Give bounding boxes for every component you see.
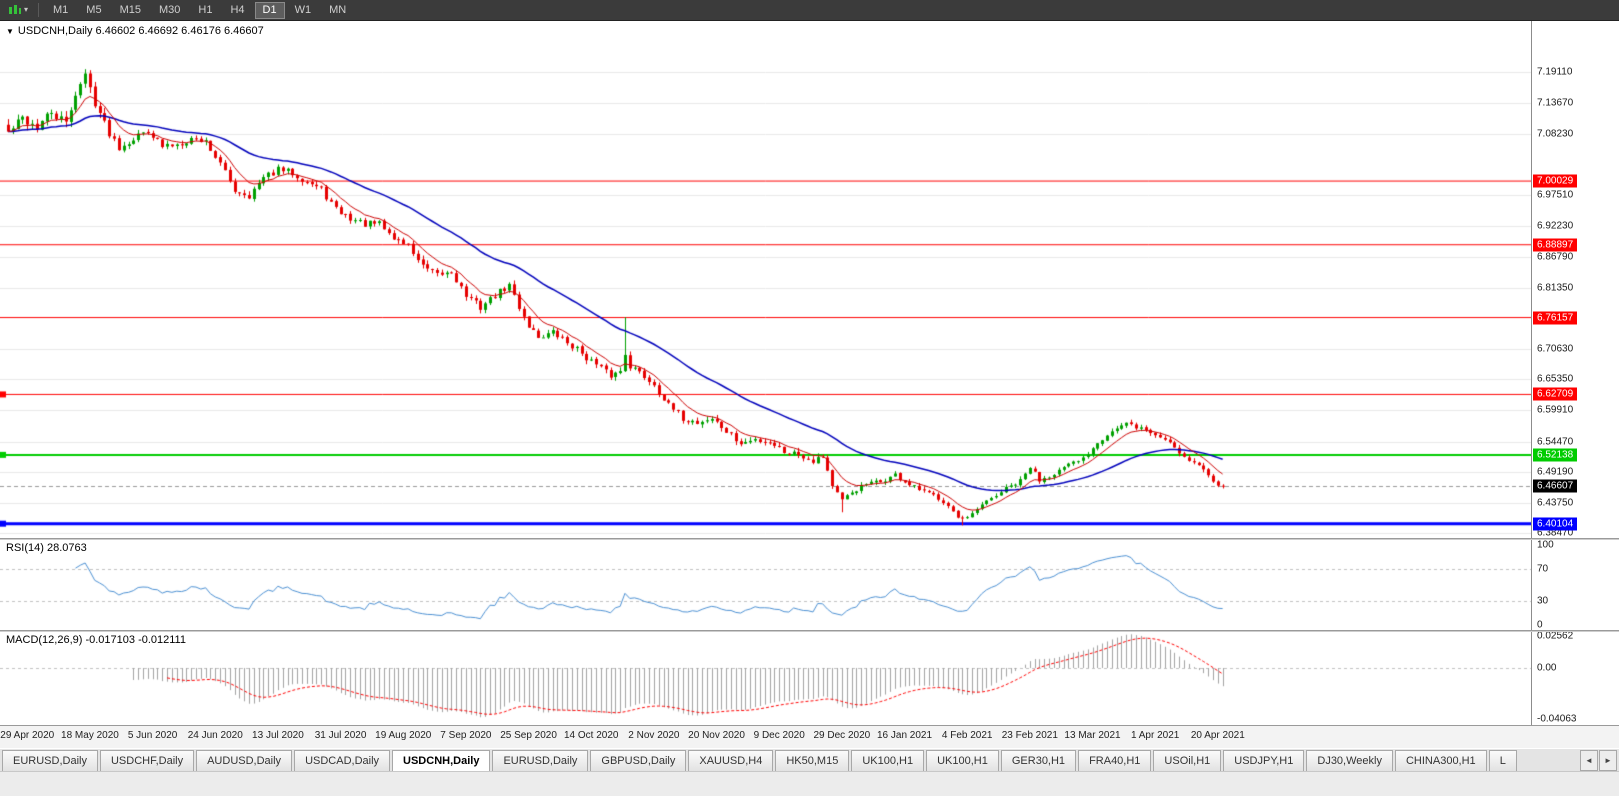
date-axis-label: 1 Apr 2021: [1130, 730, 1180, 741]
price-axis-label: 6.86790: [1537, 251, 1574, 263]
tab-audusd-daily[interactable]: AUDUSD,Daily: [196, 750, 293, 771]
tab-usdcnh-daily[interactable]: USDCNH,Daily: [392, 750, 491, 771]
price-axis-label: 6.49190: [1537, 466, 1574, 478]
level-price-badge: 6.88897: [1533, 238, 1578, 252]
timeframe-w1[interactable]: W1: [294, 3, 312, 16]
level-price-badge: 6.40104: [1533, 517, 1578, 531]
panel-splitter-macd[interactable]: [0, 630, 1619, 632]
rsi-axis-label: 30: [1537, 595, 1549, 607]
panel-splitter-rsi[interactable]: [0, 538, 1619, 540]
price-axis-label: 7.08230: [1537, 128, 1574, 140]
price-axis[interactable]: 7.19110 7.13670 7.08230 6.97510 6.92230 6.867…: [1531, 21, 1619, 725]
tab-ger30-h1[interactable]: GER30,H1: [1000, 750, 1077, 771]
level-price-badge: 6.52138: [1533, 448, 1578, 462]
date-axis-label: 31 Jul 2020: [314, 730, 367, 741]
timeframe-d1[interactable]: D1: [254, 1, 285, 19]
chart-context-icon[interactable]: ▼: [6, 27, 14, 36]
price-axis-label: 6.70630: [1537, 343, 1574, 355]
level-price-badge: 6.76157: [1533, 311, 1578, 325]
macd-indicator-label: MACD(12,26,9) -0.017103 -0.012111: [6, 634, 186, 646]
timeframe-mn[interactable]: MN: [329, 3, 347, 16]
timeframe-m30[interactable]: M30: [158, 3, 181, 16]
rsi-indicator-label: RSI(14) 28.0763: [6, 542, 87, 554]
timeframe-m15[interactable]: M15: [119, 3, 141, 16]
date-axis-label: 24 Jun 2020: [187, 730, 243, 741]
date-axis-label: 13 Jul 2020: [252, 730, 304, 741]
rsi-axis-label: 100: [1537, 539, 1554, 551]
date-axis-label: 7 Sep 2020: [440, 730, 492, 741]
date-axis-label: 5 Jun 2020: [127, 730, 178, 741]
price-chart-canvas[interactable]: [0, 21, 1531, 748]
toolbar-separator: [38, 3, 40, 17]
tab-uk100-h1[interactable]: UK100,H1: [926, 750, 999, 771]
timeframe-h4[interactable]: H4: [230, 3, 245, 16]
tab-china300-h1[interactable]: CHINA300,H1: [1394, 750, 1487, 771]
tab-fra40-h1[interactable]: FRA40,H1: [1078, 750, 1152, 771]
level-price-badge: 7.00029: [1533, 174, 1578, 188]
tab-eurusd-daily[interactable]: EURUSD,Daily: [2, 750, 98, 771]
price-axis-label: 7.13670: [1537, 97, 1574, 109]
status-bar: [0, 771, 1619, 796]
tab-gbpusd-daily[interactable]: GBPUSD,Daily: [590, 750, 687, 771]
top-toolbar: ▾ M1 M5 M15 M30 H1 H4 D1 W1 MN: [0, 0, 1619, 21]
candlestick-chart-icon: [9, 5, 21, 14]
tab-usdcad-daily[interactable]: USDCAD,Daily: [294, 750, 391, 771]
tab-eurusd-daily[interactable]: EURUSD,Daily: [492, 750, 589, 771]
timeframe-m1[interactable]: M1: [53, 3, 69, 16]
macd-axis-label: -0.04063: [1537, 713, 1577, 725]
timeframe-h1[interactable]: H1: [198, 3, 213, 16]
tab-uk100-h1[interactable]: UK100,H1: [851, 750, 925, 771]
date-axis-label: 20 Nov 2020: [688, 730, 745, 741]
current-price-badge: 6.46607: [1533, 479, 1578, 493]
tab-usoil-h1[interactable]: USOil,H1: [1153, 750, 1222, 771]
price-axis-label: 6.92230: [1537, 220, 1574, 232]
tab-scroll-right-button[interactable]: ►: [1599, 750, 1617, 771]
tab-hk50-m15[interactable]: HK50,M15: [775, 750, 850, 771]
tab-bar-spacer: [1519, 750, 1579, 771]
tab-xauusd-h4[interactable]: XAUUSD,H4: [688, 750, 774, 771]
date-axis-border: [0, 725, 1619, 726]
new-chart-button[interactable]: ▾: [4, 3, 32, 17]
tab-l[interactable]: L: [1488, 750, 1517, 771]
chart-tab-bar: EURUSD,Daily USDCHF,Daily AUDUSD,Daily USDC…: [0, 748, 1619, 771]
date-axis-band: [0, 726, 1619, 748]
tab-usdjpy-h1[interactable]: USDJPY,H1: [1223, 750, 1305, 771]
price-axis-label: 6.59910: [1537, 404, 1574, 416]
date-axis-label: 19 Aug 2020: [375, 730, 432, 741]
date-axis-label: 23 Feb 2021: [1001, 730, 1058, 741]
macd-axis-label: 0.00: [1537, 662, 1557, 674]
date-axis-label: 29 Dec 2020: [813, 730, 871, 741]
date-axis-label: 25 Sep 2020: [500, 730, 557, 741]
price-axis-label: 6.81350: [1537, 282, 1574, 294]
price-axis-label: 6.97510: [1537, 189, 1574, 201]
chevron-down-icon: ▾: [24, 5, 29, 14]
date-axis-label: 18 May 2020: [61, 730, 119, 741]
price-axis-label: 6.43750: [1537, 497, 1574, 509]
date-axis-label: 9 Dec 2020: [753, 730, 805, 741]
date-axis-label: 20 Apr 2021: [1190, 730, 1245, 741]
chart-area: ▼ USDCNH,Daily 6.46602 6.46692 6.46176 6.…: [0, 21, 1619, 748]
tab-usdchf-daily[interactable]: USDCHF,Daily: [99, 750, 195, 771]
price-axis-label: 6.65350: [1537, 373, 1574, 385]
rsi-axis-label: 70: [1537, 563, 1549, 575]
date-axis-label: 29 Apr 2020: [0, 730, 55, 741]
chart-title-text: USDCNH,Daily 6.46602 6.46692 6.46176 6.4…: [17, 25, 264, 37]
date-axis-label: 16 Jan 2021: [876, 730, 933, 741]
date-axis-label: 14 Oct 2020: [563, 730, 619, 741]
date-axis-label: 4 Feb 2021: [941, 730, 993, 741]
timeframe-group: M1 M5 M15 M30 H1 H4 D1 W1 MN: [45, 1, 354, 19]
date-axis-label: 2 Nov 2020: [628, 730, 680, 741]
macd-axis-label: 0.02562: [1537, 630, 1574, 642]
level-price-badge: 6.62709: [1533, 387, 1578, 401]
tab-dj30-weekly[interactable]: DJ30,Weekly: [1306, 750, 1393, 771]
price-axis-label: 6.54470: [1537, 436, 1574, 448]
date-axis-label: 13 Mar 2021: [1064, 730, 1121, 741]
timeframe-m5[interactable]: M5: [86, 3, 102, 16]
price-axis-label: 7.19110: [1537, 66, 1573, 78]
price-axis-label: 6.38470: [1537, 527, 1574, 539]
rsi-axis-label: 0: [1537, 619, 1543, 631]
chart-title: ▼ USDCNH,Daily 6.46602 6.46692 6.46176 6.…: [6, 25, 264, 37]
tab-scroll-left-button[interactable]: ◄: [1580, 750, 1598, 771]
